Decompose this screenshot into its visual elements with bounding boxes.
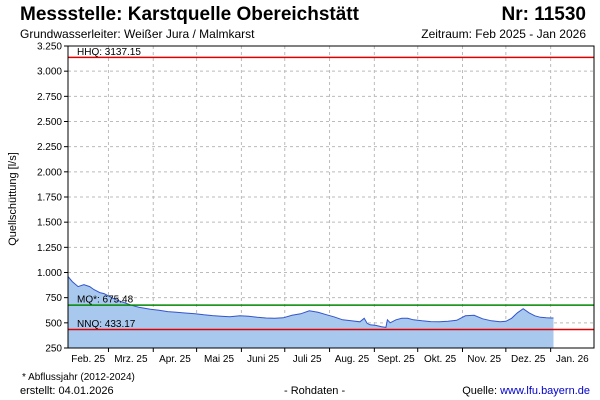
- reference-lines: HHQ: 3137.15 MQ*: 675.48 NNQ: 433.17: [68, 47, 594, 331]
- aquifer-label: Grundwasserleiter: Weißer Jura / Malmkar…: [20, 27, 255, 41]
- y-tick-label: 1.500: [37, 218, 62, 229]
- grid-layer: [68, 45, 594, 349]
- source-link[interactable]: www.lfu.bayern.de: [500, 385, 590, 397]
- y-tick-label: 1.750: [37, 193, 62, 204]
- x-tick-label: Feb. 25: [71, 354, 105, 365]
- y-tick-label: 3.250: [37, 42, 62, 53]
- y-tick-label: 250: [45, 344, 62, 355]
- station-title: Messstelle: Karstquelle Obereichstätt: [20, 4, 359, 25]
- mq-label: MQ*: 675.48: [77, 295, 134, 306]
- footnote: * Abflussjahr (2012-2024): [22, 372, 135, 383]
- source-credit: Quelle: www.lfu.bayern.de: [462, 385, 590, 397]
- x-tick-label: Apr. 25: [159, 354, 191, 365]
- axis-ticks: 250 500 750 1.000 1.250 1.500 1.750 2.000 2.250 2…: [37, 42, 589, 366]
- source-label: Quelle:: [462, 385, 498, 397]
- y-tick-label: 2.500: [37, 117, 62, 128]
- y-tick-label: 3.000: [37, 67, 62, 78]
- period-label: Zeitraum: Feb 2025 - Jan 2026: [421, 27, 586, 41]
- x-tick-label: Okt. 25: [424, 354, 457, 365]
- y-tick-label: 2.250: [37, 142, 62, 153]
- x-tick-label: Juli 25: [293, 354, 322, 365]
- area-layer: [67, 276, 554, 348]
- nnq-label: NNQ: 433.17: [77, 319, 136, 330]
- y-tick-label: 1.000: [37, 268, 62, 279]
- x-tick-label: Juni 25: [247, 354, 280, 365]
- y-tick-label: 2.000: [37, 167, 62, 178]
- x-tick-label: Jan. 26: [556, 354, 589, 365]
- y-tick-label: 500: [45, 318, 62, 329]
- y-tick-label: 1.250: [37, 243, 62, 254]
- x-tick-label: Sept. 25: [377, 354, 415, 365]
- x-tick-label: Mrz. 25: [114, 354, 148, 365]
- x-tick-label: Nov. 25: [467, 354, 501, 365]
- x-tick-label: Dez. 25: [511, 354, 546, 365]
- x-tick-label: Aug. 25: [335, 354, 370, 365]
- station-number: Nr: 11530: [501, 4, 586, 25]
- rawdata-label: - Rohdaten -: [284, 385, 346, 397]
- x-tick-label: Mai 25: [204, 354, 234, 365]
- y-tick-label: 2.750: [37, 92, 62, 103]
- hhq-label: HHQ: 3137.15: [77, 47, 141, 58]
- y-tick-label: 750: [45, 293, 62, 304]
- discharge-area: [68, 276, 554, 348]
- created-date: erstellt: 04.01.2026: [20, 385, 114, 397]
